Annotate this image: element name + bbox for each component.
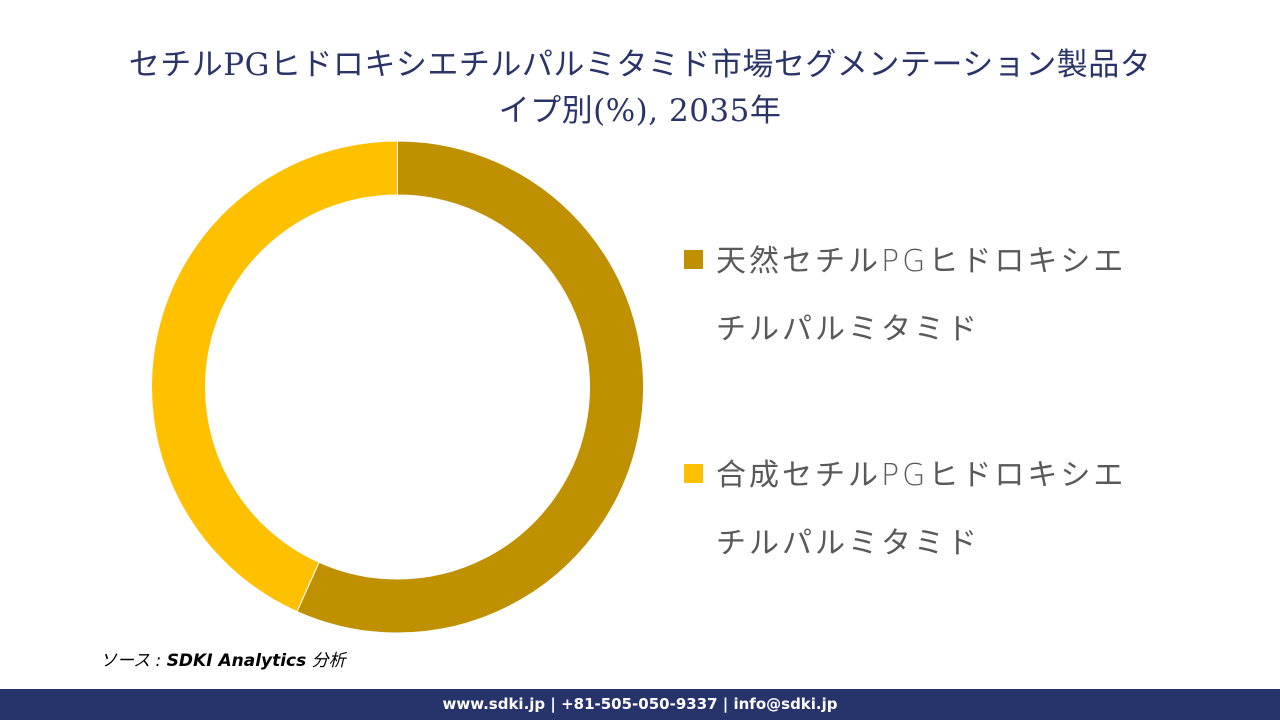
chart-title-line-2: イプ別(%), 2035年 — [498, 93, 782, 129]
legend-label-synthetic-line-1: 合成セチルPGヒドロキシエ — [716, 458, 1127, 493]
legend-label-synthetic: 合成セチルPGヒドロキシエ チルパルミタミド — [716, 442, 1186, 578]
source-suffix: 分析 — [306, 651, 346, 671]
legend-swatch-natural — [684, 250, 703, 269]
donut-segment-synthetic — [151, 140, 398, 613]
chart-title: セチルPGヒドロキシエチルパルミタミド市場セグメンテーション製品タ イプ別(%)… — [0, 42, 1280, 134]
legend-label-natural-line-2: チルパルミタミド — [716, 312, 980, 347]
legend-label-natural: 天然セチルPGヒドロキシエ チルパルミタミド — [716, 228, 1186, 364]
legend-label-natural-line-1: 天然セチルPGヒドロキシエ — [716, 244, 1127, 279]
donut-segments — [151, 140, 644, 634]
legend-swatch-synthetic — [684, 464, 703, 483]
source-note: ソース : SDKI Analytics 分析 — [100, 646, 346, 671]
footer-contact-bar: www.sdki.jp | +81-505-050-9337 | info@sd… — [0, 689, 1280, 720]
chart-title-line-1: セチルPGヒドロキシエチルパルミタミド市場セグメンテーション製品タ — [128, 47, 1152, 83]
footer-contact-text[interactable]: www.sdki.jp | +81-505-050-9337 | info@sd… — [442, 695, 838, 713]
source-organization: SDKI Analytics — [166, 651, 307, 671]
legend-label-synthetic-line-2: チルパルミタミド — [716, 526, 980, 561]
donut-segment-natural — [296, 140, 644, 634]
source-prefix: ソース : — [100, 651, 167, 671]
